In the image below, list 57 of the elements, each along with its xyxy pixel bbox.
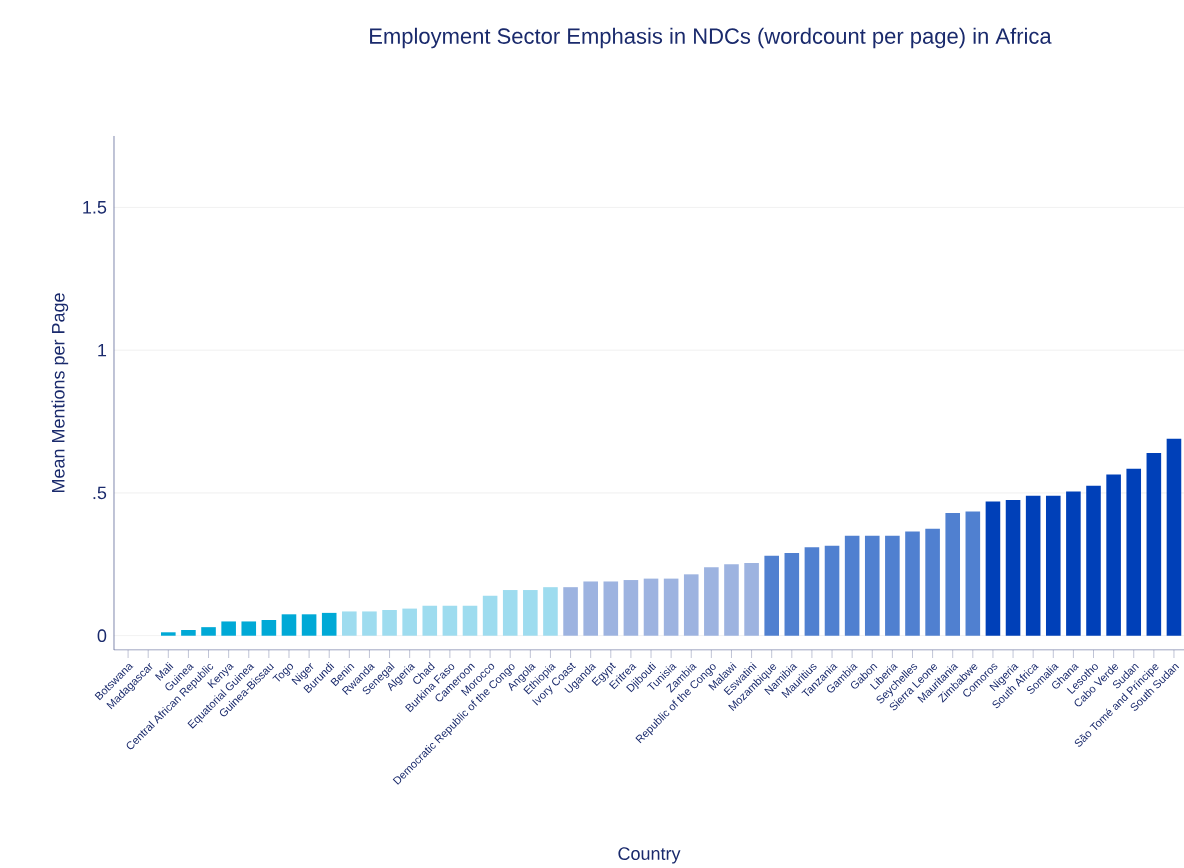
bar bbox=[261, 620, 277, 636]
bar bbox=[402, 608, 417, 636]
bar bbox=[321, 612, 337, 636]
bar bbox=[281, 614, 297, 636]
bar bbox=[442, 605, 458, 636]
bar bbox=[804, 547, 820, 636]
y-axis-title: Mean Mentions per Page bbox=[51, 293, 69, 493]
bar bbox=[603, 581, 619, 636]
bar bbox=[1086, 485, 1101, 636]
bar bbox=[201, 627, 216, 636]
bar bbox=[1045, 495, 1061, 636]
bar bbox=[502, 590, 518, 636]
bar bbox=[221, 621, 236, 636]
bar bbox=[784, 552, 800, 636]
bar bbox=[704, 567, 719, 636]
bar bbox=[342, 611, 357, 636]
y-tick-label: .5 bbox=[93, 486, 107, 500]
bar bbox=[744, 562, 759, 636]
bar bbox=[583, 581, 598, 636]
bar bbox=[844, 535, 860, 636]
bar bbox=[965, 511, 981, 636]
bar bbox=[945, 512, 961, 636]
bar bbox=[1005, 500, 1021, 636]
y-tick-label: 1.5 bbox=[83, 201, 107, 214]
bar bbox=[623, 580, 639, 636]
bar bbox=[643, 578, 659, 636]
bar bbox=[241, 621, 257, 636]
bar bbox=[985, 501, 1001, 636]
x-axis-title: Country bbox=[618, 847, 681, 864]
chart-title: Employment Sector Emphasis in NDCs (wordcount per page) in Africa bbox=[370, 27, 1052, 49]
bar bbox=[925, 528, 940, 636]
bar bbox=[422, 605, 438, 636]
bar bbox=[764, 555, 779, 636]
bar bbox=[1066, 491, 1081, 636]
y-tick-label: 1 bbox=[98, 343, 107, 357]
bar bbox=[663, 578, 679, 636]
bar bbox=[1025, 495, 1041, 636]
bar bbox=[905, 531, 920, 636]
bar bbox=[1146, 452, 1162, 636]
bar bbox=[885, 535, 900, 636]
bar bbox=[1166, 438, 1182, 636]
bar bbox=[563, 587, 578, 636]
bar bbox=[824, 545, 840, 636]
bar bbox=[1106, 474, 1121, 636]
bar bbox=[683, 574, 699, 636]
bar bbox=[864, 535, 880, 636]
bar bbox=[181, 630, 196, 636]
bar bbox=[523, 590, 538, 636]
bar bbox=[724, 564, 739, 636]
bar bbox=[543, 587, 558, 636]
y-tick-label: 0 bbox=[97, 629, 107, 643]
bar bbox=[462, 605, 478, 636]
bar bbox=[362, 611, 377, 636]
bar bbox=[301, 614, 317, 636]
bar bbox=[382, 610, 397, 636]
bar bbox=[482, 595, 498, 636]
bar bbox=[1126, 468, 1142, 636]
